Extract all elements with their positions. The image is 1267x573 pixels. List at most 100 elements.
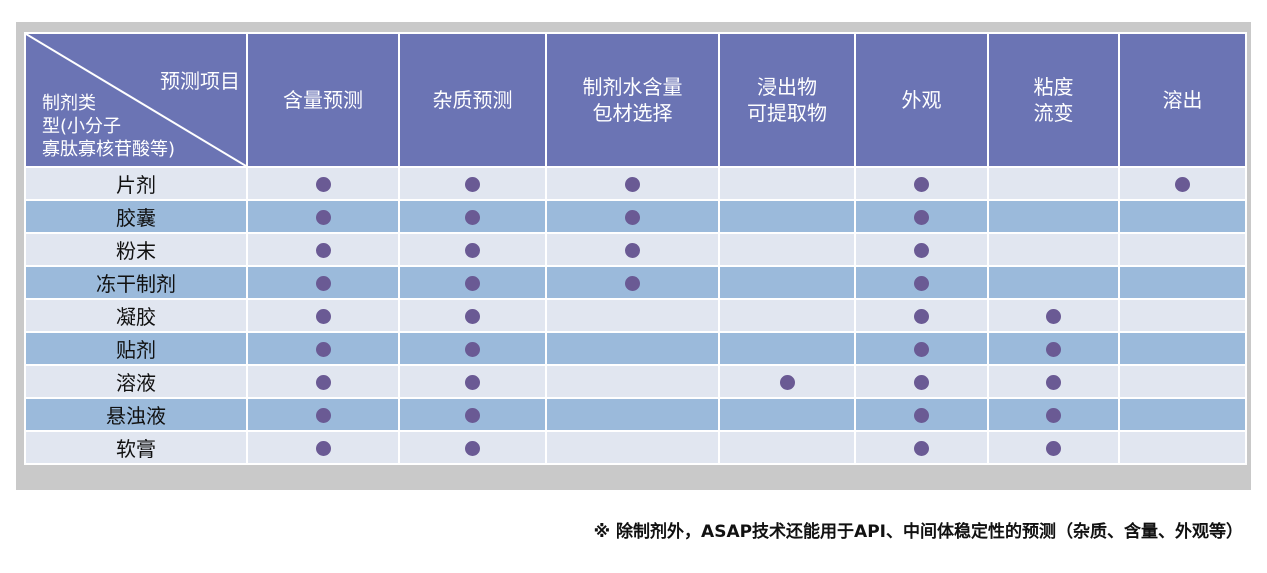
corner-left-line: 寡肽寡核苷酸等) bbox=[42, 139, 176, 160]
column-header-line: 浸出物 bbox=[757, 75, 817, 99]
column-header-line: 外观 bbox=[901, 88, 942, 112]
table-row: 胶囊 bbox=[24, 199, 1247, 234]
table-cell bbox=[987, 331, 1120, 366]
applicable-dot-icon bbox=[914, 243, 929, 258]
table-cell bbox=[718, 430, 856, 465]
applicable-dot-icon bbox=[465, 309, 480, 324]
table-cell bbox=[545, 430, 720, 465]
applicable-dot-icon bbox=[914, 375, 929, 390]
applicable-dot-icon bbox=[1046, 375, 1061, 390]
table-cell bbox=[1118, 364, 1247, 399]
row-header: 凝胶 bbox=[24, 298, 248, 333]
applicable-dot-icon bbox=[1046, 408, 1061, 423]
applicable-dot-icon bbox=[465, 375, 480, 390]
column-header-line: 制剂水含量 bbox=[582, 75, 683, 99]
table-cell bbox=[545, 166, 720, 201]
table-cell bbox=[987, 166, 1120, 201]
table-cell bbox=[1118, 430, 1247, 465]
column-header: 浸出物 可提取物 bbox=[718, 32, 856, 168]
row-header: 冻干制剂 bbox=[24, 265, 248, 300]
applicable-dot-icon bbox=[465, 408, 480, 423]
applicable-dot-icon bbox=[315, 276, 331, 291]
applicable-dot-icon bbox=[315, 408, 331, 423]
table-row: 片剂 bbox=[24, 166, 1247, 201]
applicable-dot-icon bbox=[779, 375, 795, 390]
applicable-dot-icon bbox=[465, 177, 480, 192]
table-cell bbox=[398, 430, 547, 465]
column-header-line: 可提取物 bbox=[747, 101, 827, 125]
row-header: 溶液 bbox=[24, 364, 248, 399]
row-header: 胶囊 bbox=[24, 199, 248, 234]
table-row: 冻干制剂 bbox=[24, 265, 1247, 300]
table-cell bbox=[545, 232, 720, 267]
column-header-line: 杂质预测 bbox=[432, 88, 513, 112]
column-header-line: 包材选择 bbox=[592, 101, 673, 125]
row-header: 贴剂 bbox=[24, 331, 248, 366]
column-header: 溶出 bbox=[1118, 32, 1247, 168]
table-cell bbox=[398, 331, 547, 366]
table-frame: 预测项目 制剂类 型(小分子 寡肽寡核苷酸等) 含量预测 杂质预测 制剂水含量 包材选… bbox=[16, 22, 1251, 490]
diagonal-line bbox=[26, 34, 246, 166]
table-cell bbox=[398, 265, 547, 300]
table-cell bbox=[854, 430, 989, 465]
applicable-dot-icon bbox=[465, 276, 480, 291]
table-cell bbox=[987, 232, 1120, 267]
row-header: 软膏 bbox=[24, 430, 248, 465]
table-row: 贴剂 bbox=[24, 331, 1247, 366]
applicable-dot-icon bbox=[1046, 309, 1061, 324]
corner-left-label: 制剂类 型(小分子 寡肽寡核苷酸等) bbox=[42, 92, 175, 161]
corner-left-line: 制剂类 bbox=[42, 93, 96, 114]
applicable-dot-icon bbox=[1046, 342, 1061, 357]
applicable-dot-icon bbox=[465, 210, 480, 225]
table-cell bbox=[718, 199, 856, 234]
applicable-dot-icon bbox=[1046, 441, 1061, 456]
applicable-dot-icon bbox=[315, 441, 331, 456]
table-cell bbox=[398, 298, 547, 333]
table-cell bbox=[1118, 199, 1247, 234]
table-row: 溶液 bbox=[24, 364, 1247, 399]
table-row: 凝胶 bbox=[24, 298, 1247, 333]
column-header: 制剂水含量 包材选择 bbox=[545, 32, 720, 168]
table-cell bbox=[718, 298, 856, 333]
table-cell bbox=[1118, 166, 1247, 201]
table-cell bbox=[854, 265, 989, 300]
table-cell bbox=[545, 298, 720, 333]
applicable-dot-icon bbox=[625, 177, 640, 192]
applicable-dot-icon bbox=[465, 342, 480, 357]
table-cell bbox=[545, 331, 720, 366]
table-cell bbox=[987, 199, 1120, 234]
table-cell bbox=[246, 430, 400, 465]
column-header-line: 含量预测 bbox=[283, 88, 363, 112]
applicable-dot-icon bbox=[914, 309, 929, 324]
applicable-dot-icon bbox=[625, 276, 640, 291]
table-cell bbox=[854, 397, 989, 432]
table-cell bbox=[854, 232, 989, 267]
table-cell bbox=[718, 364, 856, 399]
applicable-dot-icon bbox=[315, 243, 331, 258]
row-header: 片剂 bbox=[24, 166, 248, 201]
table-cell bbox=[854, 199, 989, 234]
applicable-dot-icon bbox=[914, 210, 929, 225]
applicable-dot-icon bbox=[625, 210, 640, 225]
table-cell bbox=[1118, 331, 1247, 366]
table-cell bbox=[246, 364, 400, 399]
applicable-dot-icon bbox=[465, 441, 480, 456]
table-row: 软膏 bbox=[24, 430, 1247, 465]
table-row: 悬浊液 bbox=[24, 397, 1247, 432]
column-header-line: 粘度 bbox=[1033, 75, 1074, 99]
table-cell bbox=[246, 232, 400, 267]
table-cell bbox=[1118, 298, 1247, 333]
table-cell bbox=[854, 298, 989, 333]
table-cell bbox=[987, 364, 1120, 399]
table-cell bbox=[718, 265, 856, 300]
column-header: 含量预测 bbox=[246, 32, 400, 168]
applicable-dot-icon bbox=[914, 441, 929, 456]
column-header: 粘度 流变 bbox=[987, 32, 1120, 168]
table-cell bbox=[718, 166, 856, 201]
table-cell bbox=[854, 166, 989, 201]
table-cell bbox=[246, 298, 400, 333]
table-cell bbox=[854, 364, 989, 399]
column-header: 外观 bbox=[854, 32, 989, 168]
table-cell bbox=[987, 430, 1120, 465]
table-cell bbox=[987, 265, 1120, 300]
